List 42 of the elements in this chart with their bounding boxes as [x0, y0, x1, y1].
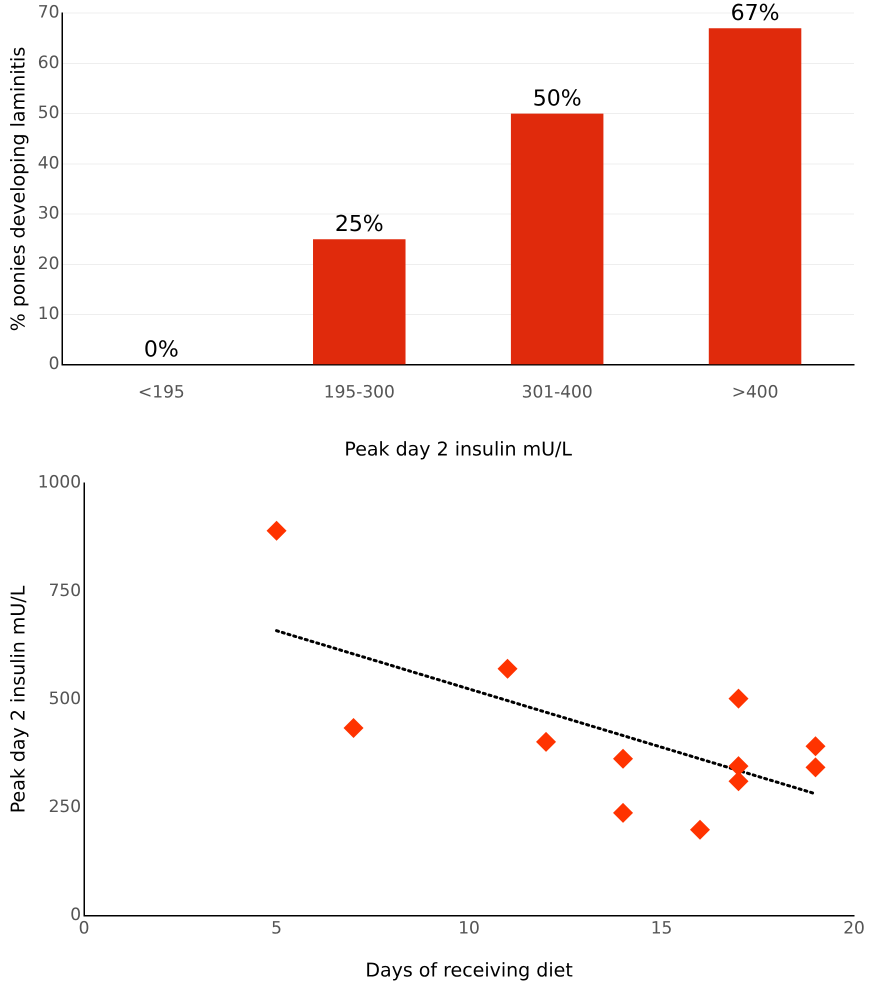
bar [313, 239, 406, 364]
y-tick-label: 750 [48, 580, 82, 601]
point [806, 757, 826, 778]
y-tick-label: 30 [38, 204, 60, 224]
x-tick-label: >400 [732, 382, 778, 402]
x-tick-label: <195 [138, 382, 185, 402]
y-tick-label: 250 [48, 797, 82, 818]
point [536, 732, 556, 752]
point [613, 748, 634, 769]
y-axis-title: % ponies developing laminitis [7, 46, 30, 332]
x-axis-title: Days of receiving diet [365, 960, 573, 982]
point [690, 820, 710, 840]
y-tick-label: 0 [48, 354, 60, 374]
y-tick-label: 10 [38, 304, 60, 324]
point [613, 802, 634, 823]
x-tick-label: 15 [650, 918, 672, 938]
data-label: 50% [532, 86, 582, 112]
y-tick-label: 50 [38, 103, 60, 124]
y-tick-label: 1000 [38, 472, 82, 493]
x-tick-label: 195-300 [324, 382, 395, 402]
y-tick-label: 40 [38, 153, 60, 174]
x-tick-label: 5 [271, 918, 282, 938]
point [498, 658, 518, 679]
y-tick-label: 0 [70, 905, 82, 926]
data-label: 67% [730, 0, 780, 26]
data-label: 0% [144, 338, 179, 363]
data-label: 25% [334, 212, 384, 237]
y-tick-label: 70 [38, 2, 60, 23]
y-tick-label: 20 [38, 254, 60, 274]
x-tick-label: 301-400 [522, 382, 593, 402]
point [806, 736, 826, 756]
x-tick-label: 10 [458, 918, 480, 938]
x-axis-title: Peak day 2 insulin mU/L [344, 438, 572, 461]
bar [510, 114, 604, 364]
y-tick-label: 60 [38, 52, 60, 73]
point [266, 520, 287, 541]
point [344, 718, 364, 738]
y-tick-label: 500 [48, 688, 82, 709]
point [728, 688, 749, 709]
y-axis-title: Peak day 2 insulin mU/L [7, 585, 30, 814]
bar [708, 28, 802, 364]
x-tick-label: 20 [843, 918, 865, 938]
